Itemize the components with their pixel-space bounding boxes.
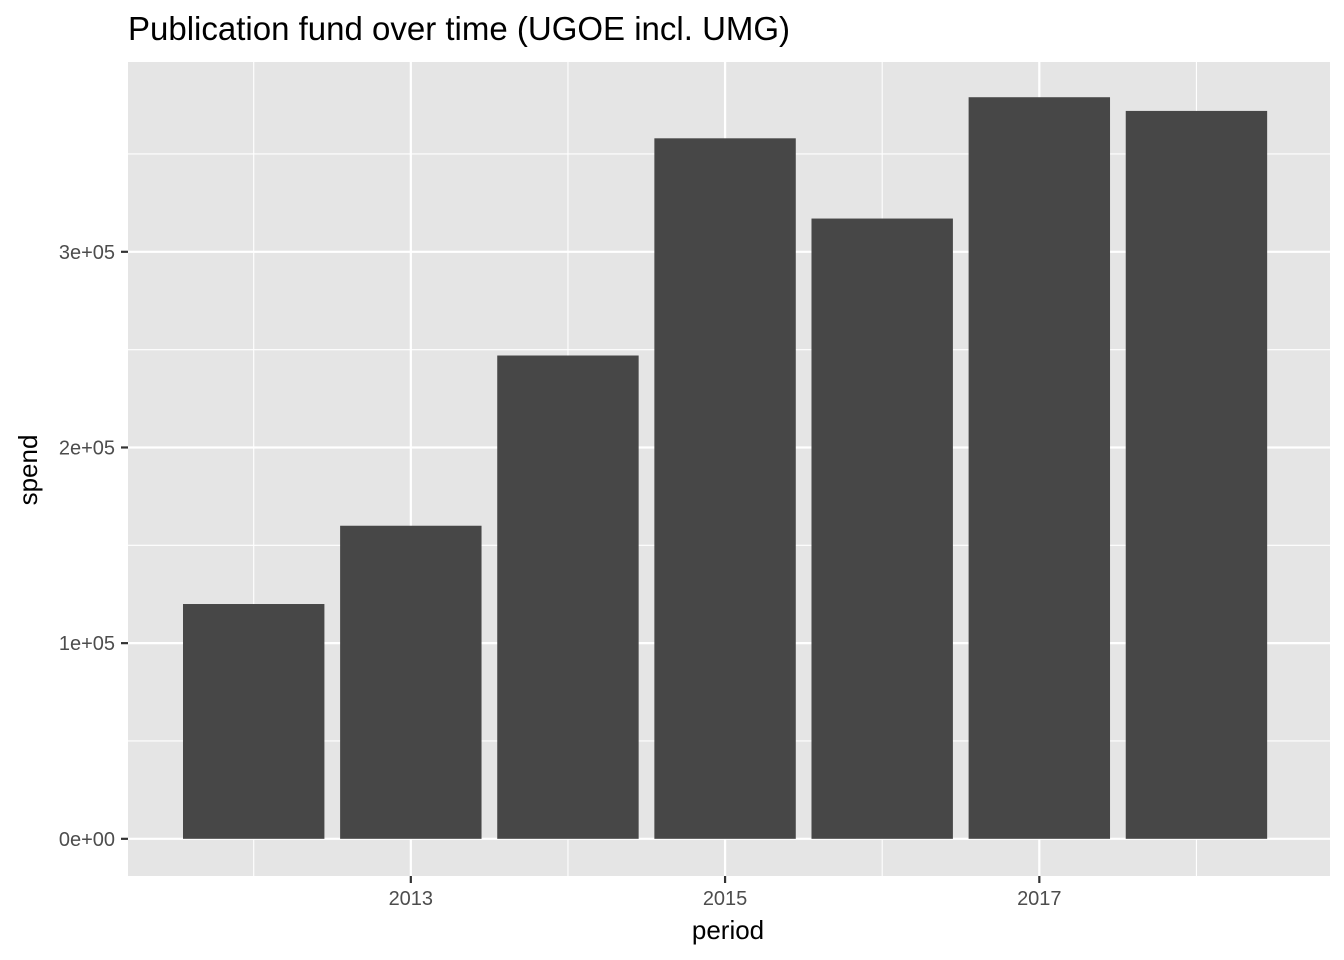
bars (182, 97, 1268, 839)
y-tick-label: 1e+05 (59, 633, 115, 655)
bar-2017 (968, 97, 1111, 839)
bar-2012 (182, 604, 325, 839)
chart-title: Publication fund over time (UGOE incl. U… (128, 10, 790, 47)
y-axis: 0e+00 1e+05 2e+05 3e+05 (59, 242, 128, 851)
x-axis-title: period (692, 915, 764, 945)
y-axis-title: spend (13, 435, 43, 506)
y-tick-label: 0e+00 (59, 829, 115, 851)
bar-2014 (497, 355, 639, 839)
x-tick-label: 2015 (703, 888, 748, 910)
bar-2013 (340, 525, 482, 839)
x-tick-label: 2017 (1017, 888, 1062, 910)
y-tick-label: 2e+05 (59, 437, 115, 459)
bar-2016 (811, 218, 953, 839)
bar-2015 (654, 138, 796, 839)
bar-2018 (1125, 110, 1268, 839)
x-axis: 2013 2015 2017 (389, 876, 1062, 910)
x-tick-label: 2013 (389, 888, 434, 910)
y-tick-label: 3e+05 (59, 242, 115, 264)
